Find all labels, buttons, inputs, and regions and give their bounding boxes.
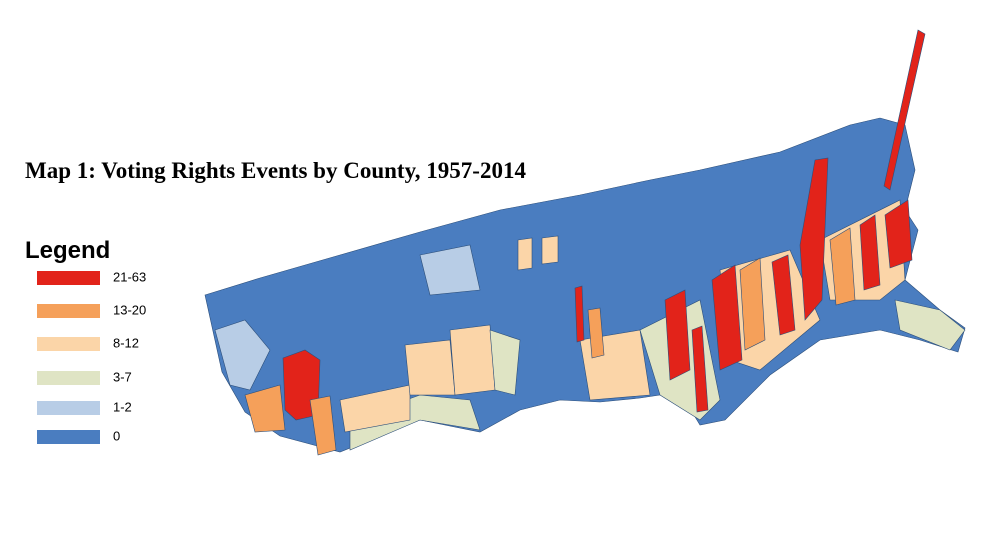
map-bar [739,257,766,351]
legend-swatch [37,371,100,385]
map [204,29,966,456]
map-bar [691,325,709,413]
map-region [419,244,481,296]
legend-label: 3-7 [113,369,132,384]
legend-swatch [37,337,100,351]
map-bar [574,285,585,343]
map-region [517,237,533,271]
legend-label: 21-63 [113,269,146,284]
us-map [204,117,966,453]
legend-title: Legend [25,237,110,264]
legend: 21-63 13-20 8-12 3-7 1-2 0 [37,269,146,444]
map-title: Map 1: Voting Rights Events by County, 1… [25,158,526,183]
legend-label: 0 [113,428,120,443]
map-bar [883,29,926,191]
map-bar [664,289,691,381]
map-region [894,299,966,351]
map-bar [771,254,796,336]
map-region [339,384,411,433]
map-region [404,339,456,396]
legend-swatch [37,401,100,415]
map-bar [309,395,337,456]
map-bar [884,199,913,269]
map-region [489,329,521,396]
map-region [244,384,286,433]
map-region [449,324,496,396]
map-bar [859,214,881,291]
legend-swatch [37,304,100,318]
map-bar [829,227,856,306]
legend-label: 8-12 [113,335,139,350]
legend-label: 1-2 [113,399,132,414]
map-bar [587,307,605,359]
map-bar [711,264,743,371]
map-region [214,319,271,391]
legend-swatch [37,430,100,444]
legend-label: 13-20 [113,302,146,317]
map-region [541,235,559,265]
map-bar [799,157,829,321]
legend-swatch [37,271,100,285]
